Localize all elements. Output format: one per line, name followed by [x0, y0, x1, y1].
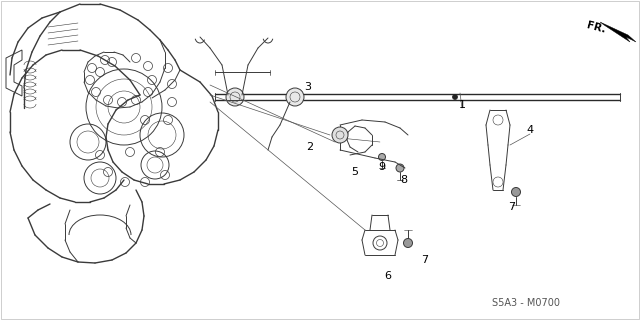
- Text: S5A3 - M0700: S5A3 - M0700: [492, 298, 560, 308]
- Text: 2: 2: [307, 142, 314, 152]
- Circle shape: [332, 127, 348, 143]
- Circle shape: [403, 238, 413, 247]
- Circle shape: [452, 94, 458, 100]
- Text: 6: 6: [385, 271, 392, 281]
- Text: 1: 1: [458, 100, 465, 110]
- Text: 5: 5: [351, 167, 358, 177]
- Circle shape: [286, 88, 304, 106]
- Text: 8: 8: [401, 175, 408, 185]
- Text: 3: 3: [305, 82, 312, 92]
- Text: FR.: FR.: [585, 21, 606, 35]
- Text: 7: 7: [508, 202, 516, 212]
- Polygon shape: [600, 22, 636, 42]
- Text: 4: 4: [527, 125, 534, 135]
- Circle shape: [396, 164, 404, 172]
- Circle shape: [378, 154, 385, 161]
- Circle shape: [511, 188, 520, 196]
- Text: 9: 9: [378, 162, 385, 172]
- Text: 7: 7: [421, 255, 429, 265]
- Circle shape: [226, 88, 244, 106]
